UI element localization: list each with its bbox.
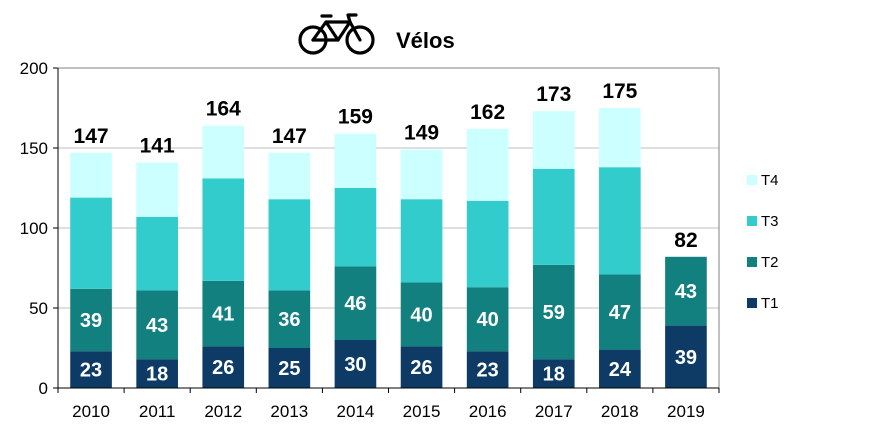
bar-segment-t4	[70, 152, 112, 198]
bar-total-label: 147	[272, 125, 307, 148]
legend-label-t4: T4	[761, 172, 779, 189]
bar-segment-t4	[532, 111, 575, 169]
segment-label: 46	[344, 293, 366, 315]
bar-segment-t1	[136, 359, 178, 388]
bar-segment-t3	[136, 216, 178, 291]
legend-label-t1: T1	[761, 295, 779, 312]
segment-label: 23	[477, 360, 499, 382]
bar-total-label: 159	[338, 106, 373, 129]
bar-segment-t4	[136, 162, 178, 217]
chart-title: Vélos	[396, 28, 455, 53]
bar-segment-t1	[268, 348, 311, 388]
legend-swatch-t1	[747, 298, 757, 308]
legend-swatch-t4	[747, 175, 757, 185]
bar-segment-t3	[400, 199, 443, 283]
y-tick-label: 150	[20, 139, 48, 158]
bar-segment-t1	[70, 351, 112, 388]
bar-segment-t1	[466, 351, 509, 388]
legend-label-t3: T3	[761, 213, 779, 230]
bar-segment-t4	[334, 133, 377, 188]
x-tick-label: 2013	[270, 402, 308, 421]
bar-segment-t2	[202, 280, 245, 347]
y-tick-label: 100	[20, 219, 48, 238]
bar-segment-t3	[70, 197, 112, 289]
segment-label: 18	[146, 364, 168, 386]
legend-swatch-t3	[747, 216, 757, 226]
bar-total-label: 147	[74, 125, 109, 148]
segment-label: 26	[410, 357, 432, 379]
bar-segment-t2	[599, 274, 641, 350]
bar-segment-t4	[466, 128, 509, 201]
bar-segment-t1	[599, 349, 641, 388]
bar-segment-t2	[665, 256, 707, 326]
segment-label: 47	[609, 302, 631, 324]
bar-segment-t4	[202, 125, 245, 179]
segment-label: 59	[543, 302, 565, 324]
x-tick-label: 2019	[667, 402, 705, 421]
bar-segment-t3	[334, 188, 377, 267]
segment-label: 25	[278, 358, 300, 380]
x-tick-label: 2017	[535, 402, 573, 421]
segment-label: 43	[146, 315, 168, 337]
x-tick-label: 2018	[601, 402, 639, 421]
bar-segment-t4	[268, 152, 311, 200]
bicycle-icon	[298, 13, 375, 55]
x-tick-label: 2016	[469, 402, 507, 421]
bar-segment-t1	[202, 346, 245, 388]
bar-segment-t1	[665, 325, 707, 388]
x-tick-label: 2012	[204, 402, 242, 421]
segment-label: 43	[675, 281, 697, 303]
bar-segment-t2	[532, 264, 575, 360]
segment-label: 30	[344, 354, 366, 376]
bar-segment-t2	[70, 288, 112, 352]
bar-total-label: 173	[536, 83, 571, 106]
bar-segment-t1	[400, 346, 443, 388]
x-tick-label: 2015	[403, 402, 441, 421]
bar-segment-t3	[532, 168, 575, 265]
segment-label: 36	[278, 309, 300, 331]
bar-total-label: 141	[140, 134, 175, 157]
bar-segment-t4	[400, 149, 443, 200]
segment-label: 40	[477, 309, 499, 331]
bar-segment-t2	[466, 287, 509, 352]
bar-segment-t3	[599, 167, 641, 275]
y-tick-label: 50	[29, 299, 48, 318]
bar-total-label: 175	[602, 80, 637, 103]
bar-segment-t3	[268, 199, 311, 291]
bar-total-label: 82	[674, 229, 697, 252]
segment-label: 41	[212, 304, 234, 326]
bar-segment-t1	[532, 359, 575, 388]
bar-total-label: 162	[470, 101, 505, 124]
segment-label: 24	[609, 359, 632, 381]
x-tick-label: 2011	[139, 402, 176, 421]
bar-segment-t2	[334, 266, 377, 340]
legend-swatch-t2	[747, 257, 757, 267]
x-tick-label: 2014	[337, 402, 375, 421]
bar-segment-t2	[400, 282, 443, 347]
bar-segment-t4	[599, 108, 641, 168]
bar-total-label: 149	[404, 122, 439, 145]
segment-label: 26	[212, 357, 234, 379]
segment-label: 18	[543, 364, 565, 386]
y-tick-label: 0	[39, 379, 48, 398]
bar-segment-t3	[202, 178, 245, 281]
bar-segment-t2	[268, 290, 311, 348]
legend-label-t2: T2	[761, 254, 779, 271]
segment-label: 39	[80, 310, 102, 332]
y-tick-label: 200	[20, 59, 48, 78]
segment-label: 39	[675, 347, 697, 369]
bar-segment-t1	[334, 340, 377, 388]
segment-label: 40	[410, 304, 432, 326]
bar-segment-t2	[136, 290, 178, 360]
bar-segment-t3	[466, 200, 509, 288]
segment-label: 23	[80, 360, 102, 382]
bar-total-label: 164	[206, 98, 241, 121]
x-tick-label: 2010	[72, 402, 110, 421]
